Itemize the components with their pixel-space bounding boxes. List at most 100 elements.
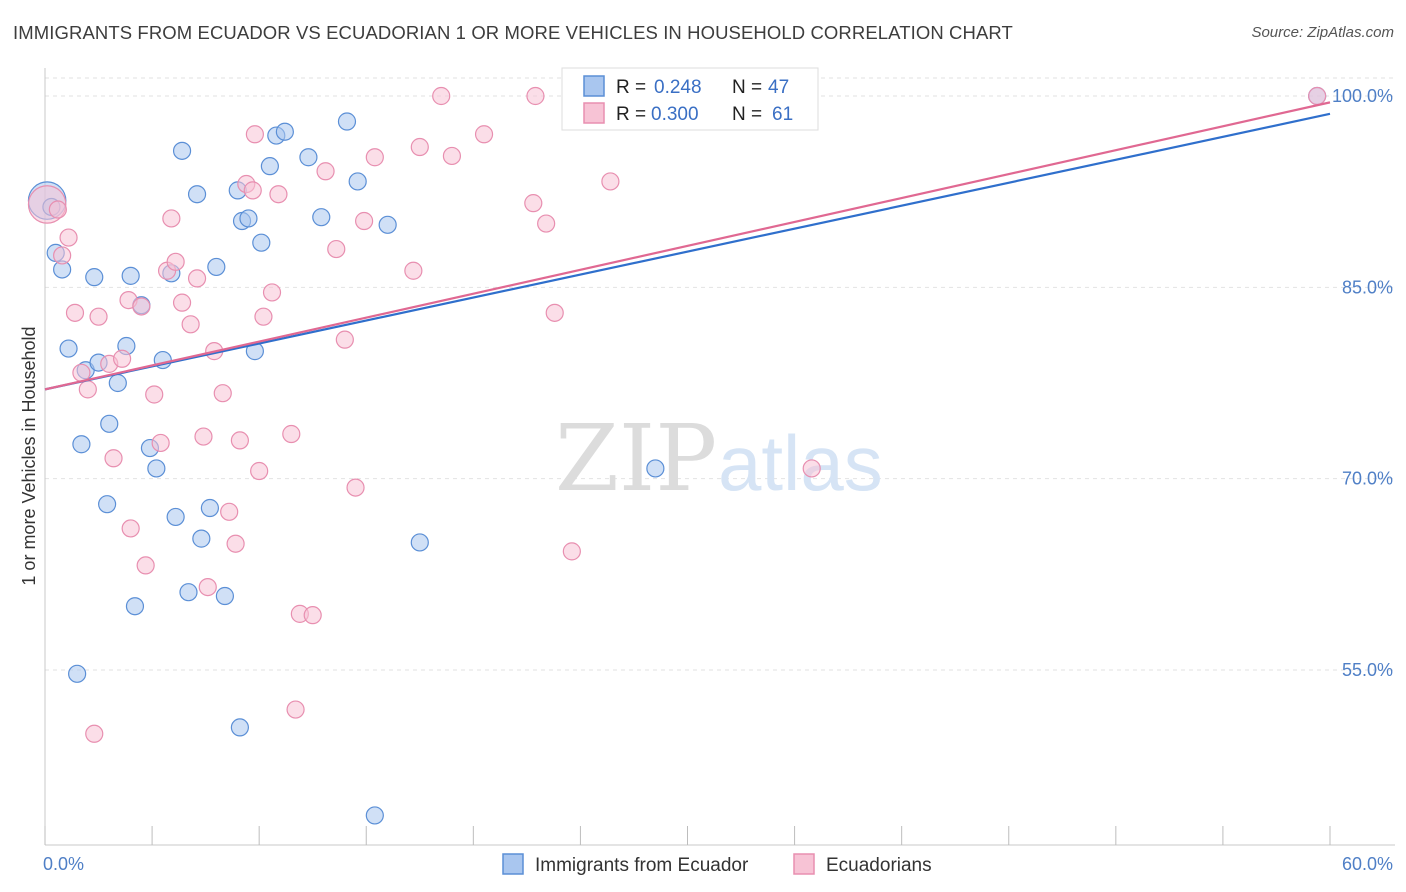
ecuador-point-22 [207,257,226,277]
ecuador-point-18 [172,141,192,160]
watermark: ZIP atlas [555,405,883,512]
ecuadorians-point-40 [303,606,322,625]
ecuadorians-point-2 [53,246,72,265]
ecuadorians-point-46 [365,148,384,167]
ecuador-point-42 [98,495,117,514]
ecuadorians-point-33 [250,461,269,481]
points-layer [27,86,1327,825]
ecuadorians-point-3 [59,228,78,247]
legend-r-label-1: R = [616,77,646,98]
ecuadorians-point-34 [254,307,273,326]
legend-n-value-2: 61 [772,104,793,125]
gridlines [45,77,1395,671]
series-legend: Immigrants from Ecuador Ecuadorians [502,853,932,876]
trend-lines [44,101,1331,391]
watermark-atlas: atlas [718,419,883,507]
ecuador-point-17 [166,507,185,527]
ecuadorians-point-24 [194,427,213,446]
ecuadorians-point-57 [601,172,620,191]
ecuador-point-4 [72,435,91,454]
ecuadorians-point-6 [78,380,97,399]
legend-r-value-1: 0.248 [654,77,702,98]
ecuadorians-point-44 [346,478,365,497]
ecuadorians-point-28 [220,502,239,521]
ecuadorians-point-38 [286,700,305,719]
ecuadorians-point-13 [121,519,140,538]
ecuadorians-point-52 [524,194,543,213]
ecuador-point-8 [100,414,119,433]
legend-r-value-2: 0.300 [651,104,699,125]
ecuador-point-33 [312,208,331,227]
ecuadorians-point-50 [442,146,462,166]
ecuador-point-26 [239,209,258,228]
ecuadorians-point-20 [166,252,185,271]
ecuador-point-20 [192,529,211,548]
ecuadorians-point-37 [282,424,301,444]
ecuador-point-3 [59,339,78,358]
bottom-legend-label-ecuador: Immigrants from Ecuador [535,855,749,876]
ecuador-point-24 [230,718,249,737]
ecuador-point-38 [410,533,429,552]
x-tick-label-0: 0.0% [43,854,84,874]
legend-n-label-1: N = [732,77,762,98]
ecuador-point-11 [121,266,140,285]
ecuadorians-point-25 [198,577,217,597]
ecuadorians-point-22 [181,315,200,334]
ecuadorians-point-27 [213,384,232,403]
ecuadorians-point-15 [136,556,155,575]
ecuadorians-point-8 [89,307,108,326]
ecuadorians-point-11 [112,349,132,368]
ecuador-point-34 [337,112,357,131]
ecuador-point-35 [348,172,367,191]
legend-r-label-2: R = [616,104,646,125]
ecuador-point-14 [147,459,166,478]
ecuadorians-point-47 [410,137,429,157]
ecuador-point-31 [275,122,294,141]
ecuadorians-point-17 [151,433,170,453]
ecuador-point-21 [200,498,220,518]
ecuadorians-point-45 [355,211,374,231]
ecuador-point-37 [378,215,397,234]
x-tick-label-1: 60.0% [1342,854,1393,874]
legend-swatch-ecuador [583,75,605,97]
ecuadorians-point-7 [85,724,104,743]
ecuadorians-point-29 [226,534,245,553]
ecuador-point-29 [260,157,279,176]
bottom-legend-swatch-ecuadorians [793,853,815,875]
ecuadorians-point-23 [187,269,207,288]
ecuadorians-point-53 [526,86,545,106]
ecuadorians-point-36 [269,185,288,204]
ecuadorians-point-48 [404,261,423,280]
ecuador-point-23 [215,586,234,606]
ecuadorians-point-30 [230,431,249,450]
ecuadorians-trend-line [44,101,1331,391]
ecuador-trend-line [44,112,1331,391]
ecuadorians-point-32 [245,125,264,144]
ecuadorians-point-59 [1308,86,1327,106]
ecuadorians-point-16 [145,385,164,404]
ecuadorians-point-21 [172,293,192,312]
watermark-zip: ZIP [555,405,717,512]
y-tick-label-1: 70.0% [1342,469,1393,489]
legend-n-value-1: 47 [768,77,789,98]
ecuador-point-6 [85,268,104,287]
y-tick-label-0: 55.0% [1342,660,1393,680]
y-axis-title: 1 or more Vehicles in Household [19,326,39,585]
legend-n-label-2: N = [732,104,762,125]
stats-legend: R = 0.248 N = 47 R = 0.300 N = 61 [561,67,819,131]
y-tick-labels: 55.0% 70.0% 85.0% 100.0% [1332,86,1393,680]
ecuadorians-point-42 [327,239,346,259]
ecuadorians-point-4 [65,303,85,322]
x-tick-labels: 0.0% 60.0% [43,854,1393,874]
ecuadorians-point-5 [72,363,91,382]
legend-swatch-ecuadorians [583,102,605,124]
ecuador-point-41 [68,664,87,683]
ecuadorians-point-35 [262,283,282,302]
y-tick-label-3: 100.0% [1332,86,1393,106]
ecuadorians-point-43 [335,330,354,349]
ecuador-point-32 [299,148,318,167]
ecuador-point-44 [179,583,198,602]
ecuador-point-28 [252,233,271,252]
y-tick-label-2: 85.0% [1342,277,1393,297]
ecuadorians-point-56 [562,542,581,561]
